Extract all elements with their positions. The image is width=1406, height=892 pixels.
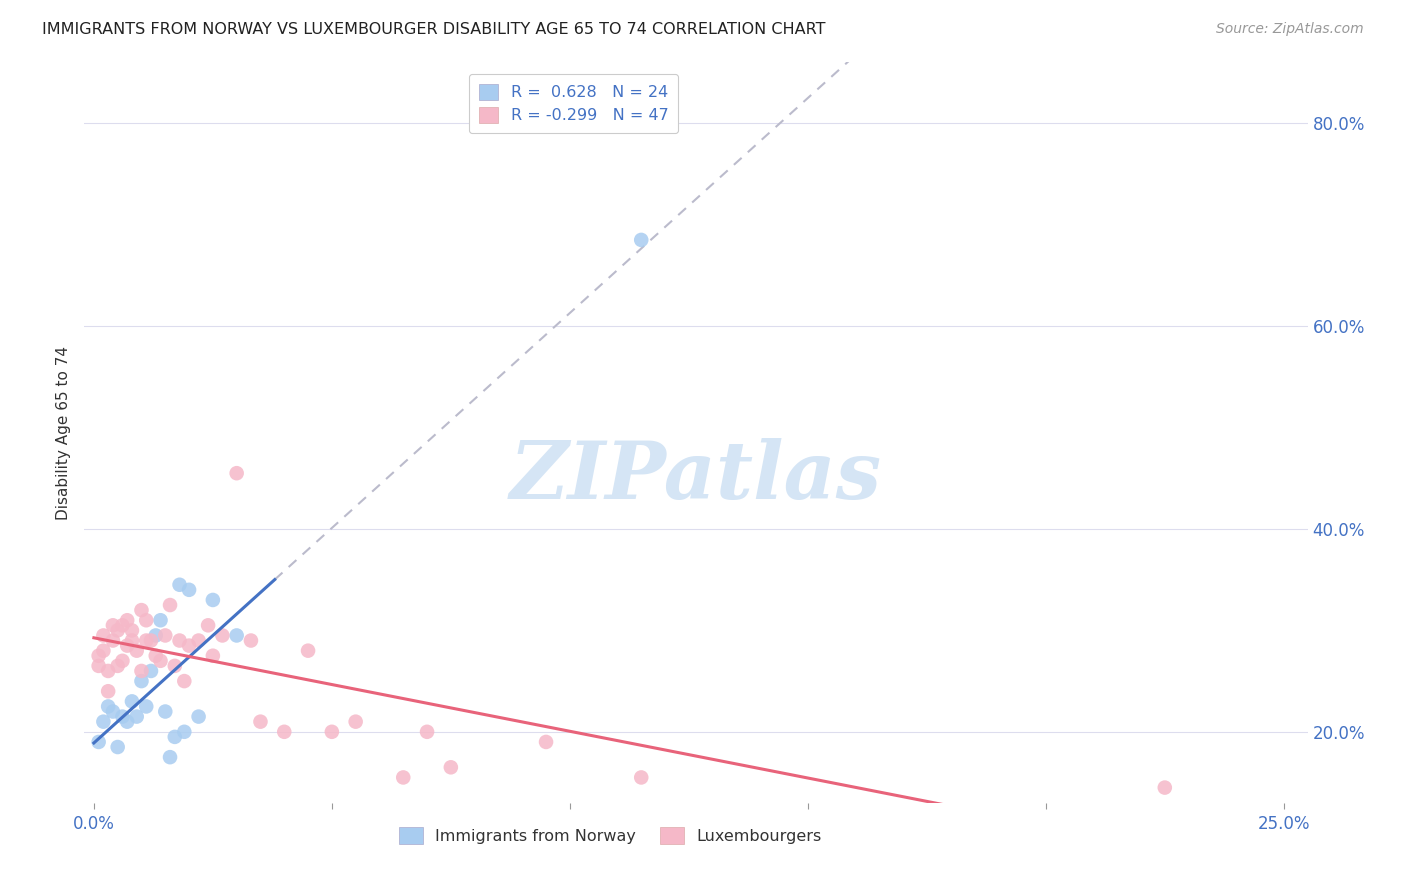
- Point: [115, 714, 138, 729]
- Point: [131, 674, 153, 689]
- Point: [125, 643, 148, 657]
- Point: [139, 633, 162, 648]
- Point: [131, 664, 153, 678]
- Text: Source: ZipAtlas.com: Source: ZipAtlas.com: [1216, 22, 1364, 37]
- Point: [159, 598, 181, 612]
- Point: [107, 624, 129, 638]
- Point: [125, 709, 148, 723]
- Point: [93, 714, 115, 729]
- Text: IMMIGRANTS FROM NORWAY VS LUXEMBOURGER DISABILITY AGE 65 TO 74 CORRELATION CHART: IMMIGRANTS FROM NORWAY VS LUXEMBOURGER D…: [42, 22, 825, 37]
- Point: [177, 639, 200, 653]
- Point: [169, 633, 191, 648]
- Point: [630, 771, 652, 785]
- Point: [155, 628, 177, 642]
- Point: [187, 633, 209, 648]
- Point: [249, 714, 271, 729]
- Point: [131, 603, 153, 617]
- Point: [101, 618, 124, 632]
- Text: ZIPatlas: ZIPatlas: [510, 438, 882, 516]
- Point: [163, 730, 186, 744]
- Point: [111, 618, 134, 632]
- Point: [173, 674, 195, 689]
- Point: [149, 654, 172, 668]
- Point: [163, 659, 186, 673]
- Point: [173, 724, 195, 739]
- Point: [139, 664, 162, 678]
- Point: [121, 694, 143, 708]
- Point: [101, 633, 124, 648]
- Point: [155, 705, 177, 719]
- Point: [187, 709, 209, 723]
- Point: [630, 233, 652, 247]
- Point: [211, 628, 233, 642]
- Point: [145, 628, 167, 642]
- Point: [97, 664, 120, 678]
- Point: [115, 613, 138, 627]
- Point: [534, 735, 557, 749]
- Point: [297, 643, 319, 657]
- Point: [159, 750, 181, 764]
- Legend: Immigrants from Norway, Luxembourgers: Immigrants from Norway, Luxembourgers: [392, 821, 828, 850]
- Point: [392, 771, 415, 785]
- Point: [107, 659, 129, 673]
- Point: [321, 724, 343, 739]
- Point: [93, 643, 115, 657]
- Point: [135, 633, 157, 648]
- Point: [201, 593, 224, 607]
- Point: [169, 578, 191, 592]
- Point: [97, 699, 120, 714]
- Point: [225, 466, 247, 480]
- Point: [111, 709, 134, 723]
- Point: [149, 613, 172, 627]
- Point: [201, 648, 224, 663]
- Point: [111, 654, 134, 668]
- Point: [440, 760, 463, 774]
- Point: [115, 639, 138, 653]
- Point: [107, 739, 129, 754]
- Y-axis label: Disability Age 65 to 74: Disability Age 65 to 74: [56, 345, 72, 520]
- Point: [93, 628, 115, 642]
- Point: [344, 714, 367, 729]
- Point: [87, 735, 110, 749]
- Point: [121, 633, 143, 648]
- Point: [145, 648, 167, 663]
- Point: [239, 633, 262, 648]
- Point: [135, 613, 157, 627]
- Point: [87, 659, 110, 673]
- Point: [1153, 780, 1175, 795]
- Point: [135, 699, 157, 714]
- Point: [101, 705, 124, 719]
- Point: [177, 582, 200, 597]
- Point: [97, 684, 120, 698]
- Point: [87, 648, 110, 663]
- Point: [225, 628, 247, 642]
- Point: [121, 624, 143, 638]
- Point: [416, 724, 439, 739]
- Point: [273, 724, 295, 739]
- Point: [197, 618, 219, 632]
